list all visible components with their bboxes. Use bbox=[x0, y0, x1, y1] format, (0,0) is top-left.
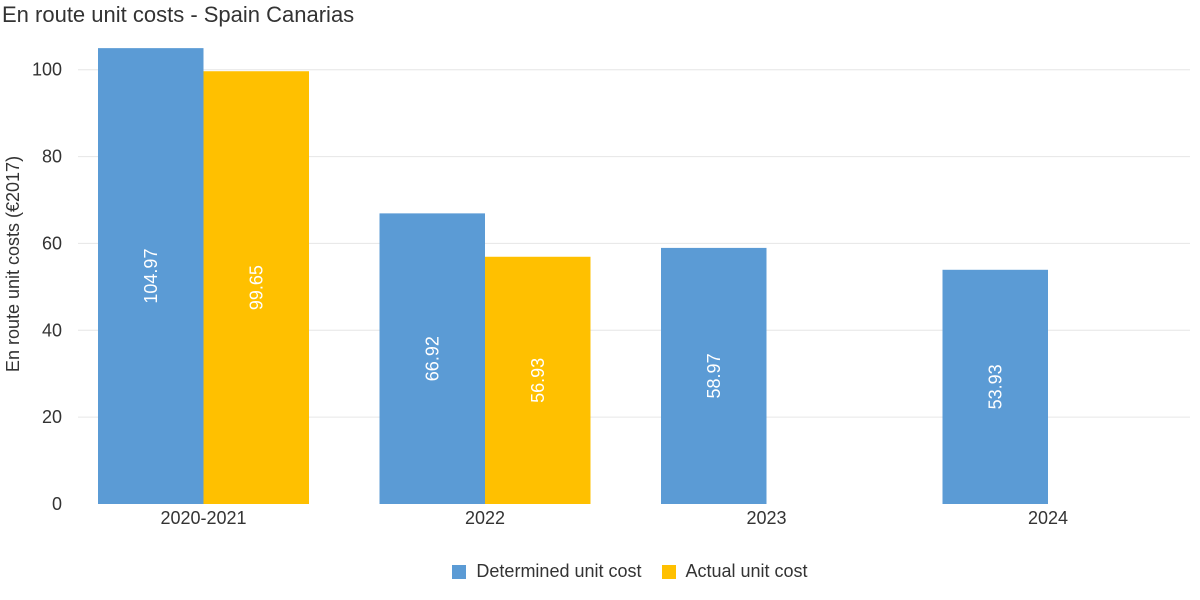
y-tick-label: 20 bbox=[42, 407, 62, 427]
legend-label-determined: Determined unit cost bbox=[476, 561, 642, 581]
y-tick-label: 40 bbox=[42, 320, 62, 340]
x-tick-label: 2020-2021 bbox=[160, 508, 246, 528]
data-label: 99.65 bbox=[246, 265, 266, 310]
data-label: 66.92 bbox=[422, 336, 442, 381]
data-label: 56.93 bbox=[528, 358, 548, 403]
chart-legend: Determined unit cost Actual unit cost bbox=[0, 561, 1200, 582]
bar-actual bbox=[203, 71, 309, 504]
legend-item-actual[interactable]: Actual unit cost bbox=[661, 561, 808, 582]
x-tick-label: 2023 bbox=[746, 508, 786, 528]
data-label: 53.93 bbox=[985, 364, 1005, 409]
x-tick-label: 2024 bbox=[1028, 508, 1068, 528]
bar-determined bbox=[379, 213, 485, 504]
legend-swatch-actual bbox=[661, 564, 676, 579]
bar-determined bbox=[98, 48, 204, 505]
legend-item-determined[interactable]: Determined unit cost bbox=[452, 561, 642, 582]
y-tick-label: 0 bbox=[52, 494, 62, 514]
x-tick-label: 2022 bbox=[465, 508, 505, 528]
y-tick-label: 60 bbox=[42, 233, 62, 253]
bar-determined bbox=[942, 269, 1048, 504]
data-label: 104.97 bbox=[141, 249, 161, 304]
chart-title: En route unit costs - Spain Canarias bbox=[2, 2, 355, 27]
legend-label-actual: Actual unit cost bbox=[685, 561, 808, 581]
bar-determined bbox=[661, 247, 767, 504]
y-tick-label: 80 bbox=[42, 147, 62, 167]
y-tick-label: 100 bbox=[32, 60, 62, 80]
data-label: 58.97 bbox=[704, 353, 724, 398]
y-axis-label: En route unit costs (€2017) bbox=[3, 156, 23, 372]
bar-actual bbox=[485, 256, 591, 504]
legend-swatch-determined bbox=[452, 564, 467, 579]
